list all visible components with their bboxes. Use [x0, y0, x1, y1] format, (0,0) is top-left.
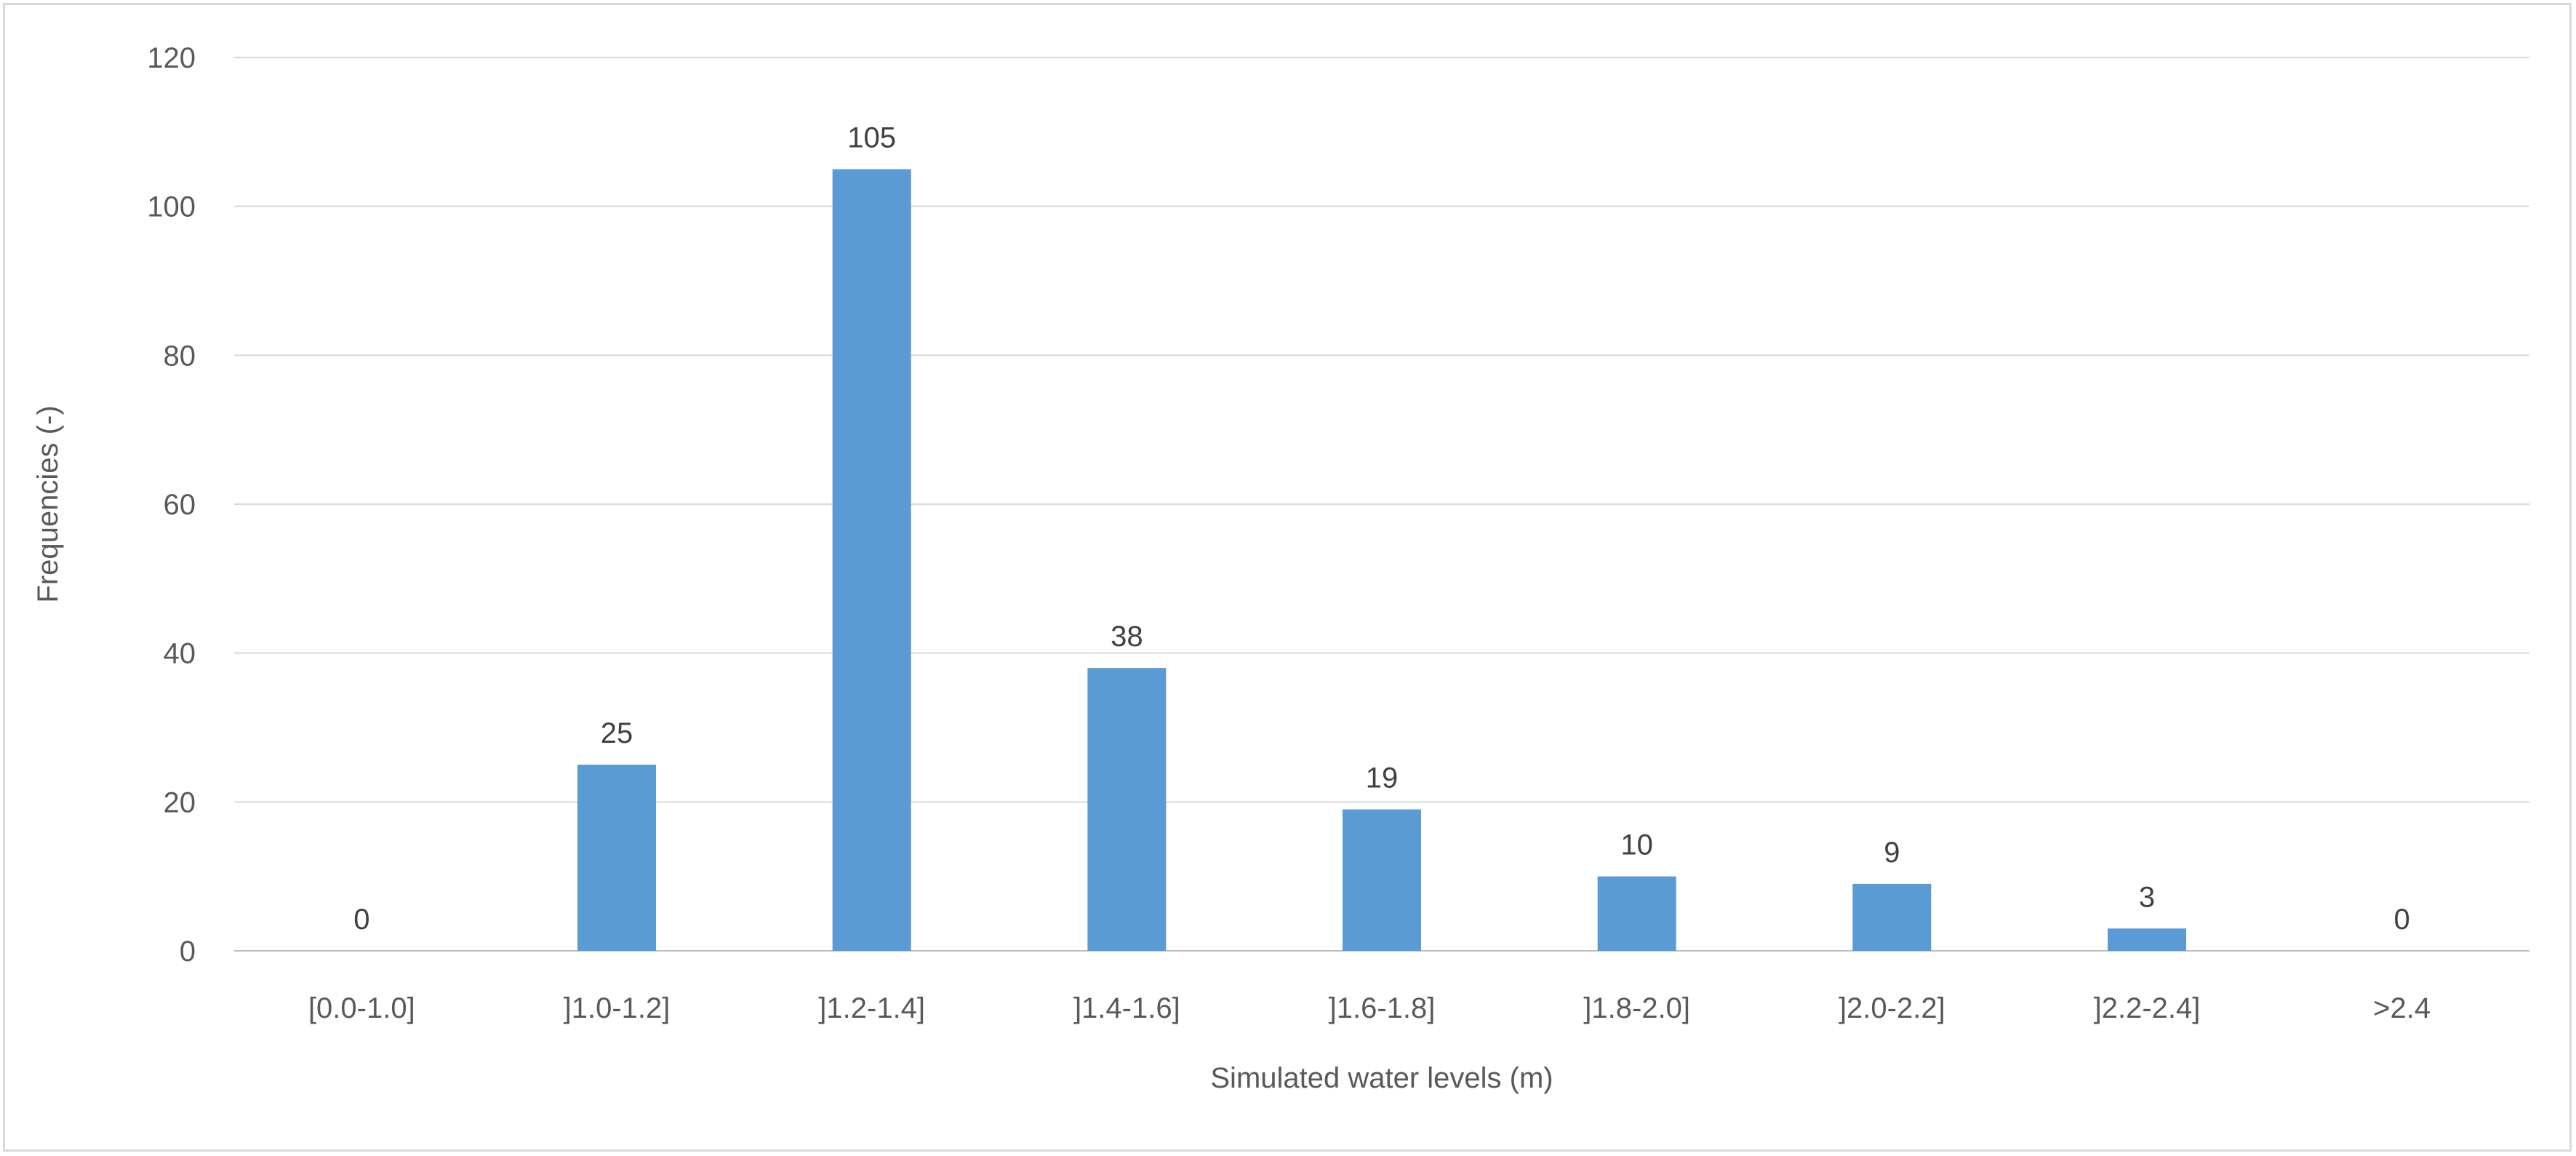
x-tick-label: >2.4: [2373, 992, 2431, 1024]
bar-chart: 0 25 105 38 19 10 9 3 0 0 20 40 60 80 100 120 [0.0-1.0…: [32, 42, 2529, 1094]
bar: [2108, 928, 2186, 951]
data-label: 25: [601, 717, 633, 749]
data-labels: 0 25 105 38 19 10 9 3 0: [353, 122, 2410, 936]
y-tick-label: 40: [164, 638, 196, 670]
data-label: 19: [1366, 762, 1399, 794]
x-axis-ticks: [0.0-1.0] ]1.0-1.2] ]1.2-1.4] ]1.4-1.6] ]1.6…: [308, 992, 2431, 1024]
bar: [1597, 876, 1676, 951]
y-tick-label: 0: [180, 936, 196, 968]
y-tick-label: 60: [164, 489, 196, 521]
y-tick-label: 20: [164, 786, 196, 818]
x-tick-label: ]2.0-2.2]: [1839, 992, 1945, 1024]
y-axis-ticks: 0 20 40 60 80 100 120: [147, 42, 196, 968]
x-tick-label: [0.0-1.0]: [308, 992, 415, 1024]
x-tick-label: ]2.2-2.4]: [2094, 992, 2201, 1024]
bars: [577, 169, 2186, 951]
bar: [1343, 809, 1421, 951]
x-tick-label: ]1.4-1.6]: [1073, 992, 1180, 1024]
bar: [577, 765, 656, 951]
y-tick-label: 80: [164, 340, 196, 372]
data-label: 38: [1111, 621, 1143, 653]
data-label: 105: [847, 122, 896, 154]
y-tick-label: 120: [147, 42, 196, 74]
y-tick-label: 100: [147, 191, 196, 223]
data-label: 10: [1620, 829, 1653, 861]
x-tick-label: ]1.2-1.4]: [818, 992, 925, 1024]
x-tick-label: ]1.6-1.8]: [1329, 992, 1436, 1024]
y-axis-title: Frequencies (-): [32, 405, 64, 602]
chart-frame: 0 25 105 38 19 10 9 3 0 0 20 40 60 80 100 120 [0.0-1.0…: [3, 3, 2572, 1152]
x-axis-title: Simulated water levels (m): [1210, 1062, 1553, 1094]
x-tick-label: ]1.8-2.0]: [1583, 992, 1690, 1024]
bar: [1852, 883, 1932, 951]
bar: [1087, 668, 1167, 951]
bar: [832, 169, 911, 951]
data-label: 0: [353, 904, 369, 936]
data-label: 9: [1884, 837, 1900, 869]
x-tick-label: ]1.0-1.2]: [564, 992, 671, 1024]
data-label: 3: [2139, 881, 2155, 913]
data-label: 0: [2394, 904, 2410, 936]
